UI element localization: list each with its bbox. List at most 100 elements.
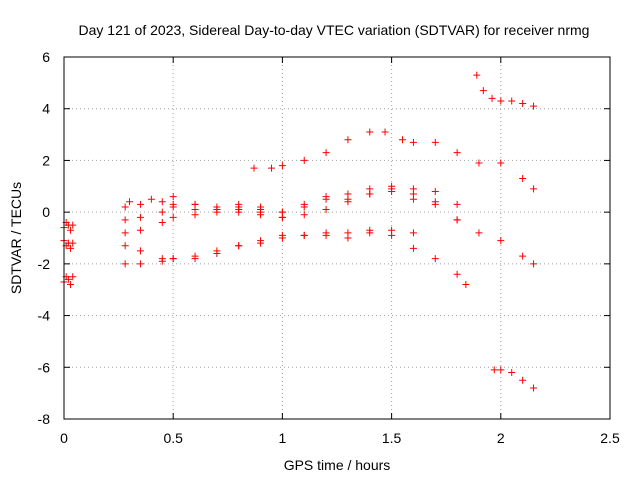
grid (64, 57, 610, 419)
data-point (388, 226, 396, 234)
data-point (136, 260, 144, 268)
y-axis-label: SDTVAR / TECUs (8, 182, 24, 294)
x-tick-label: 1.5 (382, 430, 402, 446)
data-point (158, 198, 166, 206)
data-point (519, 175, 527, 183)
data-point (431, 255, 439, 263)
x-tick-label: 0 (60, 430, 68, 446)
data-point (69, 221, 77, 229)
data-point (344, 234, 352, 242)
y-tick-label: 2 (42, 152, 50, 168)
data-point (67, 281, 75, 289)
series-track-4 (121, 185, 538, 268)
chart-title: Day 121 of 2023, Sidereal Day-to-day VTE… (79, 22, 590, 38)
data-point (497, 97, 505, 105)
data-point (136, 226, 144, 234)
data-point (69, 239, 77, 247)
data-point (344, 198, 352, 206)
data-point (519, 376, 527, 384)
data-point (191, 200, 199, 208)
data-point (497, 237, 505, 245)
data-point (530, 384, 538, 392)
data-point (488, 94, 496, 102)
data-point (169, 213, 177, 221)
plot-frame (63, 56, 611, 420)
data-point (300, 231, 308, 239)
data-point (278, 162, 286, 170)
data-point (344, 190, 352, 198)
data-point (453, 216, 461, 224)
data-point (126, 198, 134, 206)
tick-labels: 0 0.5 1 1.5 2 2.5 -8 -6 -4 -2 0 2 4 6 (38, 49, 620, 446)
data-point (431, 200, 439, 208)
series-track-6 (121, 226, 417, 268)
data-point (267, 164, 275, 172)
data-point (250, 164, 258, 172)
data-point (213, 247, 221, 255)
data-point (366, 185, 374, 193)
data-point (278, 234, 286, 242)
data-point (475, 159, 483, 167)
data-point (191, 252, 199, 260)
data-point (473, 71, 481, 79)
x-axis-label: GPS time / hours (284, 457, 391, 473)
data-point (508, 368, 516, 376)
axis-ticks (63, 56, 611, 420)
data-point (322, 193, 330, 201)
data-point (257, 206, 265, 214)
y-tick-label: 4 (42, 101, 50, 117)
data-point (67, 244, 75, 252)
data-point (462, 281, 470, 289)
series-track-9 (126, 193, 286, 221)
data-point (169, 193, 177, 201)
data-point (453, 270, 461, 278)
data-point (479, 87, 487, 95)
data-point (409, 244, 417, 252)
data-point (169, 255, 177, 263)
data-point (235, 200, 243, 208)
data-point (530, 260, 538, 268)
data-point (366, 229, 374, 237)
series-track-3 (60, 273, 77, 289)
data-point (497, 159, 505, 167)
data-point (64, 275, 72, 283)
data-point (508, 97, 516, 105)
data-point (366, 128, 374, 136)
data-point (136, 200, 144, 208)
data-point (453, 200, 461, 208)
series-track-7 (121, 187, 461, 237)
x-tick-label: 2 (497, 430, 505, 446)
data-point (121, 203, 129, 211)
data-point (409, 195, 417, 203)
data-point (158, 208, 166, 216)
data-point (121, 229, 129, 237)
data-point (388, 182, 396, 190)
series-track-12 (490, 366, 538, 392)
data-point (409, 185, 417, 193)
y-tick-label: -4 (38, 308, 51, 324)
data-point (322, 149, 330, 157)
data-point (121, 242, 129, 250)
data-point (136, 247, 144, 255)
data-point (431, 138, 439, 146)
data-point (67, 226, 75, 234)
data-point (453, 149, 461, 157)
data-point (158, 257, 166, 265)
series-track-5 (121, 226, 470, 289)
data-point (322, 206, 330, 214)
data-point (213, 206, 221, 214)
data-point (158, 218, 166, 226)
data-point (490, 366, 498, 374)
data-point (409, 138, 417, 146)
data-points (60, 71, 538, 392)
data-point (300, 203, 308, 211)
y-tick-label: -6 (38, 359, 51, 375)
data-point (121, 216, 129, 224)
series-track-10 (250, 128, 538, 193)
data-point (121, 260, 129, 268)
y-tick-label: 6 (42, 49, 50, 65)
data-point (191, 211, 199, 219)
data-point (475, 229, 483, 237)
data-point (300, 211, 308, 219)
